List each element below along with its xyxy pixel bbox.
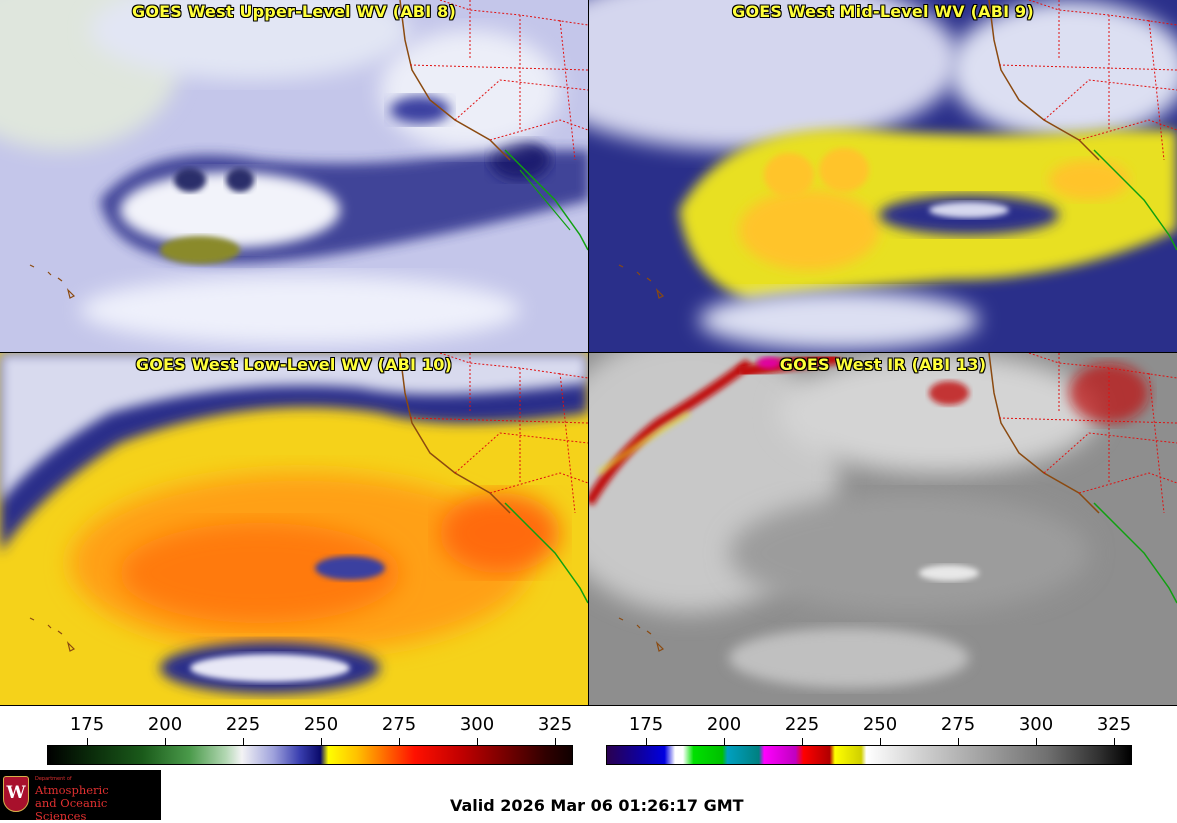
ir-tick-label: 200 [706,714,742,735]
panel-divider-horizontal [0,352,1177,353]
mid-level-wv-image [589,0,1177,352]
low-level-wv-panel: GOES West Low-Level WV (ABI 10) [0,353,588,705]
wv-tick-label: 200 [147,714,183,735]
wv-tick-label: 250 [303,714,339,735]
wv-tick-label: 225 [225,714,261,735]
uw-crest-icon: W [3,776,29,812]
mid-level-wv-panel: GOES West Mid-Level WV (ABI 9) [589,0,1177,352]
aos-logo: W Department of Atmospheric and Oceanic … [0,770,161,823]
ir-tick-mark [646,738,647,745]
logo-name-text: Atmospheric and Oceanic Sciences [35,784,161,823]
ir-panel: GOES West IR (ABI 13) [589,353,1177,705]
valid-time: Valid 2026 Mar 06 01:26:17 GMT [450,796,744,815]
panel-title-ir: GOES West IR (ABI 13) [779,355,987,374]
ir-tick-label: 275 [940,714,976,735]
ir-tick-label: 175 [628,714,664,735]
wv-tick-label: 300 [459,714,495,735]
logo-name-line2: and Oceanic Sciences [35,796,108,823]
ir-tick-label: 300 [1018,714,1054,735]
ir-tick-mark [724,738,725,745]
image-bottom-border [0,705,1177,706]
wv-tick-mark [477,738,478,745]
wv-tick-label: 175 [69,714,105,735]
ir-tick-label: 250 [862,714,898,735]
panel-title-mid-level-wv: GOES West Mid-Level WV (ABI 9) [732,2,1034,21]
ir-tick-mark [802,738,803,745]
ir-tick-mark [880,738,881,745]
upper-level-wv-panel: GOES West Upper-Level WV (ABI 8) [0,0,588,352]
ir-colorbar [606,745,1132,765]
panel-title-low-level-wv: GOES West Low-Level WV (ABI 10) [135,355,453,374]
logo-dept-text: Department of [35,776,72,782]
ir-tick-mark [1114,738,1115,745]
wv-tick-mark [165,738,166,745]
logo-name-line1: Atmospheric [35,783,109,797]
wv-tick-label: 275 [381,714,417,735]
ir-tick-label: 325 [1096,714,1132,735]
wv-tick-mark [555,738,556,745]
wv-tick-mark [321,738,322,745]
wv-colorbar [47,745,573,765]
wv-tick-mark [399,738,400,745]
upper-level-wv-image [0,0,588,352]
wv-tick-mark [87,738,88,745]
ir-tick-mark [958,738,959,745]
ir-tick-label: 225 [784,714,820,735]
ir-image [589,353,1177,705]
wv-tick-mark [243,738,244,745]
wv-tick-label: 325 [537,714,573,735]
ir-tick-mark [1036,738,1037,745]
panel-title-upper-level-wv: GOES West Upper-Level WV (ABI 8) [132,2,456,21]
low-level-wv-image [0,353,588,705]
